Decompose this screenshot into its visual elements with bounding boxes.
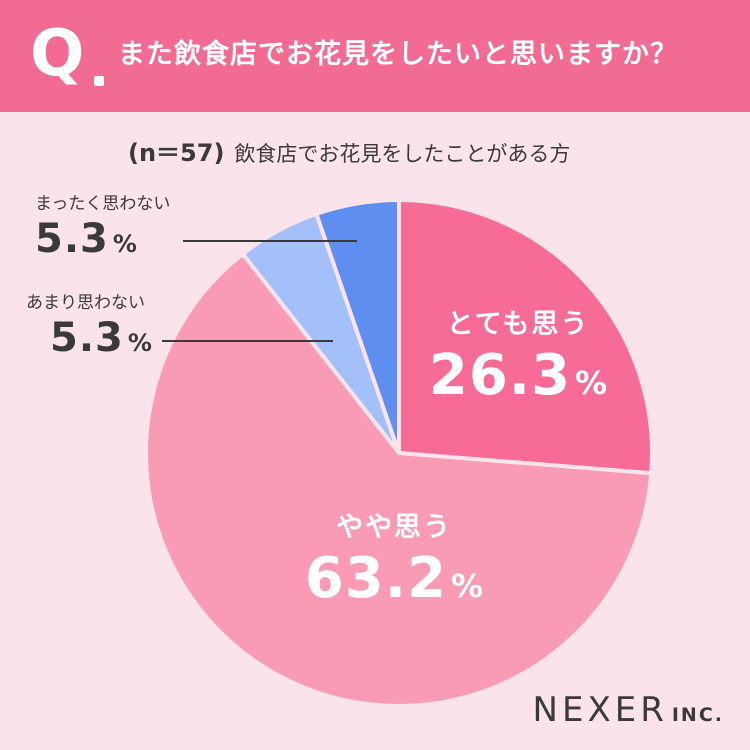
q-mark: Q	[30, 17, 85, 91]
logo-suffix: INC.	[671, 704, 724, 726]
question-title: また飲食店でお花見をしたいと思いますか？	[118, 39, 678, 70]
label-not-at-all-value: 5.3	[35, 216, 109, 262]
label-not-much: あまり思わない 5.3%	[26, 288, 152, 361]
label-not-much-percent: %	[127, 329, 152, 357]
label-not-much-value: 5.3	[50, 315, 124, 361]
label-not-at-all-percent: %	[112, 230, 137, 258]
label-somewhat-percent: %	[451, 567, 484, 605]
q-dot	[94, 76, 104, 86]
logo-main: NEXER	[532, 690, 668, 730]
leader-lines	[162, 240, 357, 342]
label-not-at-all: まったく思わない 5.3%	[35, 189, 170, 262]
pie-slice-not-at-all	[314, 198, 401, 455]
label-not-much-category: あまり思わない	[26, 293, 145, 313]
pie-slices	[144, 198, 654, 708]
label-very-much: とても思う 26.3%	[418, 302, 618, 408]
label-not-at-all-category: まったく思わない	[35, 194, 171, 214]
chart-subtitle: (n＝57) 飲食店でお花見をしたことがある方	[128, 133, 570, 168]
label-very-much-value: 26.3	[428, 343, 572, 408]
label-somewhat-value: 63.2	[304, 546, 448, 611]
nexer-logo: NEXER INC.	[533, 690, 724, 730]
question-banner: Q また飲食店でお花見をしたいと思いますか？	[0, 0, 750, 112]
pie-slice-very-much	[397, 198, 654, 476]
label-somewhat: やや思う 63.2%	[294, 505, 494, 611]
respondent-description: 飲食店でお花見をしたことがある方	[234, 142, 571, 166]
label-somewhat-category: やや思う	[336, 512, 452, 543]
sample-size: (n＝57)	[128, 139, 225, 167]
label-very-much-percent: %	[575, 364, 608, 402]
label-very-much-category: とても思う	[446, 309, 590, 340]
pie-slice-somewhat	[144, 251, 654, 708]
